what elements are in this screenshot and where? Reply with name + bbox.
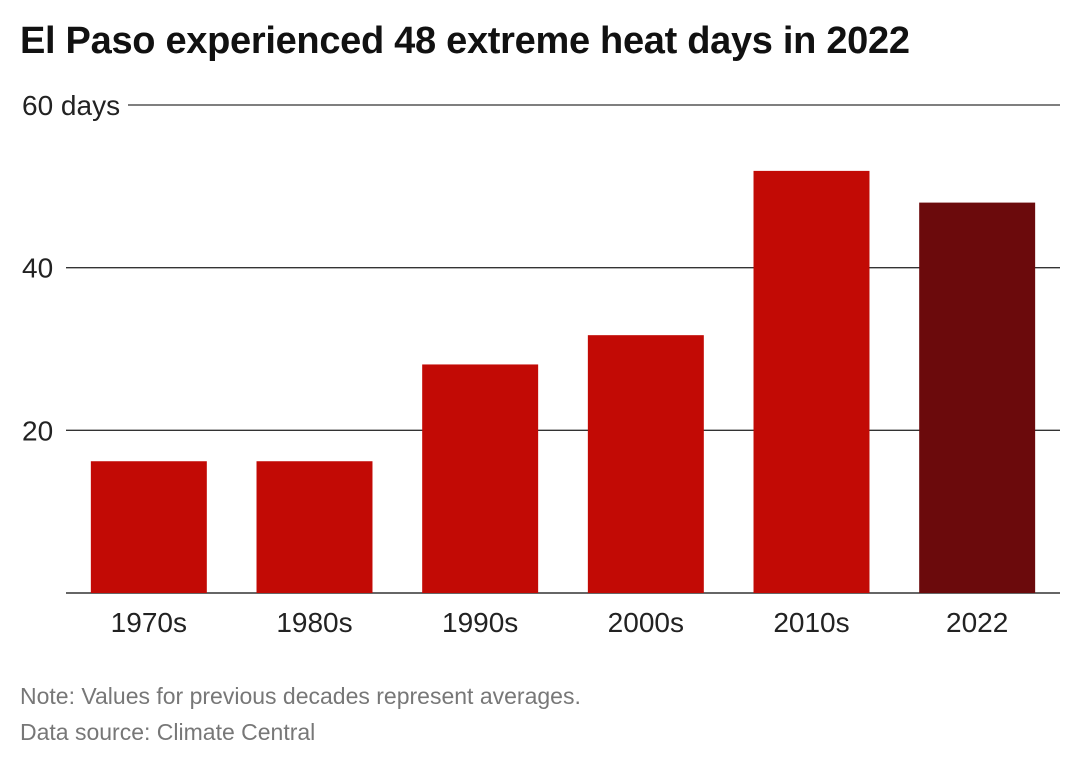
x-tick-label: 2010s: [773, 607, 849, 638]
y-axis-labels: 20 40 60 days: [22, 90, 120, 446]
gridlines: [66, 104, 1060, 594]
bar-2022: [919, 202, 1036, 593]
bars: [90, 170, 1036, 593]
bar-2010s: [753, 170, 870, 593]
x-tick-label: 2022: [946, 607, 1008, 638]
y-tick-label: 20: [22, 415, 53, 446]
bar-2000s: [587, 335, 704, 593]
x-tick-label: 1970s: [111, 607, 187, 638]
footer-notes: Note: Values for previous decades repres…: [20, 678, 581, 750]
x-tick-label: 1980s: [276, 607, 352, 638]
bar-1970s: [90, 461, 207, 593]
chart-title: El Paso experienced 48 extreme heat days…: [20, 20, 910, 62]
x-axis-labels: 1970s 1980s 1990s 2000s 2010s 2022: [111, 607, 1009, 638]
bar-1990s: [422, 364, 539, 593]
y-tick-label: 40: [22, 253, 53, 284]
bar-1980s: [256, 461, 373, 593]
bar-chart: 20 40 60 days 1970s 1980s 1990s 2000s 2010s 202…: [22, 90, 1060, 638]
x-tick-label: 2000s: [608, 607, 684, 638]
source-text: Data source: Climate Central: [20, 719, 316, 745]
y-tick-label: 60 days: [22, 90, 120, 121]
note-text: Note: Values for previous decades repres…: [20, 683, 581, 709]
x-tick-label: 1990s: [442, 607, 518, 638]
